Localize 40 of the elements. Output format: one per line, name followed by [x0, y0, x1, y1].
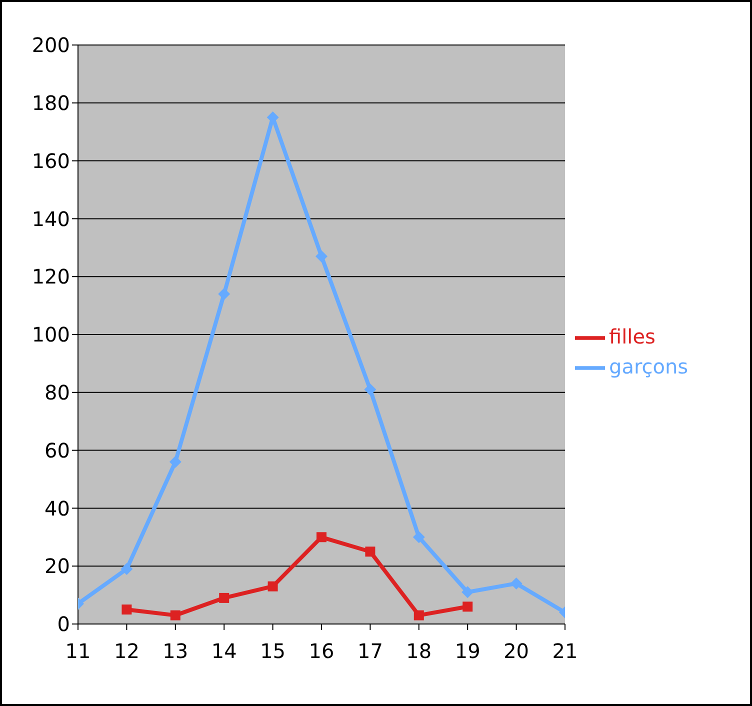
y-tick-label: 0: [57, 612, 70, 636]
point: [364, 384, 376, 396]
point: [412, 531, 425, 544]
y-tick-label: 40: [44, 496, 70, 520]
y-tick-label: 120: [32, 264, 70, 289]
legend-label: garçons: [609, 354, 688, 378]
x-tick-label: 15: [260, 639, 286, 664]
y-tick-label: 20: [44, 554, 70, 578]
x-tick-label: 19: [454, 639, 480, 664]
legend-label: filles: [609, 324, 656, 348]
point: [218, 288, 230, 300]
point: [365, 546, 376, 557]
x-tick-label: 13: [162, 639, 188, 664]
point: [169, 456, 182, 468]
y-tick-label: 80: [44, 380, 70, 404]
point: [170, 610, 180, 620]
point: [510, 577, 522, 590]
point: [219, 592, 230, 603]
y-tick-label: 100: [32, 322, 70, 347]
point: [122, 604, 132, 615]
x-tick-label: 17: [357, 639, 383, 664]
y-tick-label: 200: [32, 33, 70, 58]
point: [268, 581, 278, 592]
x-tick-label: 21: [552, 639, 578, 664]
y-tick-label: 60: [44, 438, 70, 462]
x-tick-label: 18: [406, 639, 432, 664]
point: [414, 610, 424, 620]
x-tick-label: 12: [114, 639, 140, 664]
y-tick-label: 140: [32, 206, 70, 231]
point: [462, 586, 474, 598]
point: [316, 250, 328, 262]
point: [316, 532, 326, 542]
y-tick-label: 180: [32, 91, 70, 115]
y-tick-label: 160: [32, 148, 70, 173]
x-tick-label: 14: [211, 639, 237, 664]
point: [462, 602, 473, 612]
point: [120, 562, 133, 575]
x-tick-label: 11: [65, 639, 91, 664]
x-tick-label: 16: [308, 639, 334, 664]
x-tick-label: 20: [504, 639, 530, 664]
